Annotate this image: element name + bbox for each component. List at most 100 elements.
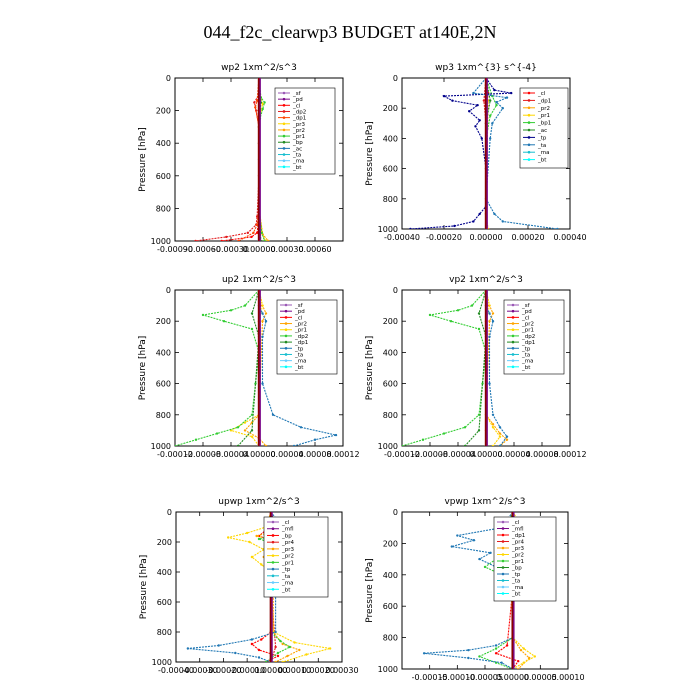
y-tick-label: 400 bbox=[383, 348, 398, 357]
panels-container: wp2 1xm^2/s^3 Pressure [hPa] 0 200 400 600 800… bbox=[138, 63, 587, 682]
legend-label-bt: _bt bbox=[294, 365, 304, 371]
y-tick-label: 200 bbox=[383, 317, 398, 326]
legend-label-ta: _ta bbox=[511, 579, 520, 585]
point-dp1 bbox=[236, 444, 240, 446]
x-tick-label: 0.00012 bbox=[553, 450, 586, 459]
y-tick-label: 800 bbox=[156, 411, 171, 420]
x-tick-label: 0.00060 bbox=[298, 245, 331, 254]
legend-box bbox=[274, 87, 336, 175]
legend-box bbox=[276, 299, 338, 375]
x-tick-label: -0.00004 bbox=[440, 450, 476, 459]
legend-label-pr2: _pr2 bbox=[511, 553, 524, 559]
x-tick-label: 0.00005 bbox=[524, 673, 557, 682]
x-tick-label: -0.00010 bbox=[439, 673, 475, 682]
legend-marker-bt bbox=[284, 365, 288, 369]
legend-label-pr4: _pr4 bbox=[281, 540, 295, 546]
y-tick-label: 0 bbox=[393, 508, 398, 517]
point-pr1 bbox=[498, 435, 502, 438]
x-tick-label: 0.00040 bbox=[553, 233, 586, 242]
point-cl bbox=[250, 235, 253, 239]
point-cl bbox=[220, 239, 223, 241]
x-tick-label: 0.00004 bbox=[497, 450, 530, 459]
point-tp bbox=[313, 438, 317, 441]
point-bp bbox=[257, 648, 261, 652]
y-tick-label: 400 bbox=[156, 139, 171, 148]
legend-marker-ma bbox=[501, 585, 505, 589]
point-pr1 bbox=[279, 639, 282, 643]
legend-label-cl: _cl bbox=[294, 315, 303, 321]
x-tick-label: -0.00030 bbox=[182, 666, 218, 675]
x-tick-label: 0.00000 bbox=[242, 245, 275, 254]
x-tick-label: -0.00012 bbox=[384, 450, 420, 459]
point-dp2 bbox=[201, 313, 205, 317]
legend-marker-sf bbox=[282, 91, 286, 95]
point-dp2 bbox=[222, 320, 226, 323]
x-tick-label: 0.00010 bbox=[278, 666, 311, 675]
point-tp bbox=[217, 644, 220, 647]
legend-label-pr1: _pr1 bbox=[537, 113, 550, 119]
legend-marker-dp1 bbox=[511, 340, 515, 344]
point-pr1 bbox=[250, 435, 254, 438]
legend-marker-sf bbox=[511, 303, 515, 307]
point-pr3 bbox=[274, 660, 277, 662]
legend-label-bp: _bp bbox=[292, 140, 303, 146]
legend-marker-pr2 bbox=[501, 553, 505, 556]
series-line-ac bbox=[485, 78, 491, 229]
legend-label-ta: _ta bbox=[521, 352, 530, 358]
legend-label-dp1: _dp1 bbox=[511, 533, 525, 539]
point-bp bbox=[260, 638, 263, 641]
x-tick-label: -0.00008 bbox=[185, 450, 221, 459]
legend-label-ta: _ta bbox=[537, 143, 546, 149]
legend-label-pd: _pd bbox=[292, 97, 303, 103]
series-line-ta bbox=[472, 78, 558, 229]
point-ta bbox=[493, 212, 496, 216]
legend-label-tp: _tp bbox=[511, 572, 521, 578]
legend-label-pr1: _pr1 bbox=[292, 134, 305, 140]
point-tp bbox=[498, 444, 502, 446]
legend: _cl_mfl_dp1_pr4_pr3_pr2_pr1_bp_tp_ta_ma_… bbox=[493, 516, 557, 602]
y-tick-label: 0 bbox=[393, 286, 398, 295]
point-pr3 bbox=[519, 648, 523, 652]
legend-label-pr1: _pr1 bbox=[511, 559, 524, 565]
legend-label-ma: _ma bbox=[281, 581, 293, 587]
point-tp bbox=[500, 661, 503, 664]
y-tick-label: 800 bbox=[156, 204, 171, 213]
legend-marker-tp bbox=[501, 572, 505, 576]
panel-5: upwp 1xm^2/s^3 Pressure [hPa] 0 200 400 600 80… bbox=[139, 497, 359, 675]
series-line-dp1 bbox=[238, 78, 260, 241]
x-tick-label: -0.00010 bbox=[229, 666, 265, 675]
legend-label-ta: _ta bbox=[281, 574, 290, 580]
legend-label-pr1: _pr1 bbox=[294, 328, 307, 334]
legend-marker-bt bbox=[527, 158, 531, 161]
x-tick-label: 0.00000 bbox=[469, 233, 502, 242]
point-dp2 bbox=[470, 304, 474, 307]
panel-6: vpwp 1xm^2/s^3 Pressure [hPa] 0 200 400 600 80… bbox=[365, 497, 585, 682]
point-pr1 bbox=[263, 101, 266, 104]
point-tp bbox=[472, 220, 475, 223]
point-tp bbox=[264, 320, 268, 323]
legend-marker-cl bbox=[511, 316, 515, 319]
legend-marker-dp2 bbox=[284, 334, 288, 338]
y-tick-label: 600 bbox=[156, 172, 171, 181]
point-pr1 bbox=[257, 537, 261, 541]
y-tick-label: 200 bbox=[383, 104, 398, 113]
legend-label-ma: _ma bbox=[537, 150, 549, 156]
legend-label-bp: _bp bbox=[281, 533, 292, 539]
point-tp bbox=[271, 413, 275, 416]
legend-marker-ta bbox=[271, 574, 275, 578]
legend-marker-dp1 bbox=[282, 116, 286, 119]
point-tp bbox=[261, 335, 264, 338]
legend-label-ma: _ma bbox=[294, 359, 306, 365]
legend-label-ma: _ma bbox=[521, 359, 533, 365]
y-tick-label: 0 bbox=[393, 74, 398, 83]
legend-marker-ma bbox=[271, 581, 275, 584]
point-tp bbox=[478, 119, 481, 122]
point-tp bbox=[498, 426, 502, 429]
legend-label-bt: _bt bbox=[537, 158, 547, 164]
point-dp2 bbox=[254, 382, 257, 385]
legend-marker-dp2 bbox=[282, 110, 286, 113]
legend-marker-pr1 bbox=[527, 113, 531, 117]
x-tick-label: 0.00010 bbox=[551, 673, 584, 682]
point-dp2 bbox=[229, 309, 233, 312]
legend-marker-bt bbox=[271, 587, 275, 591]
